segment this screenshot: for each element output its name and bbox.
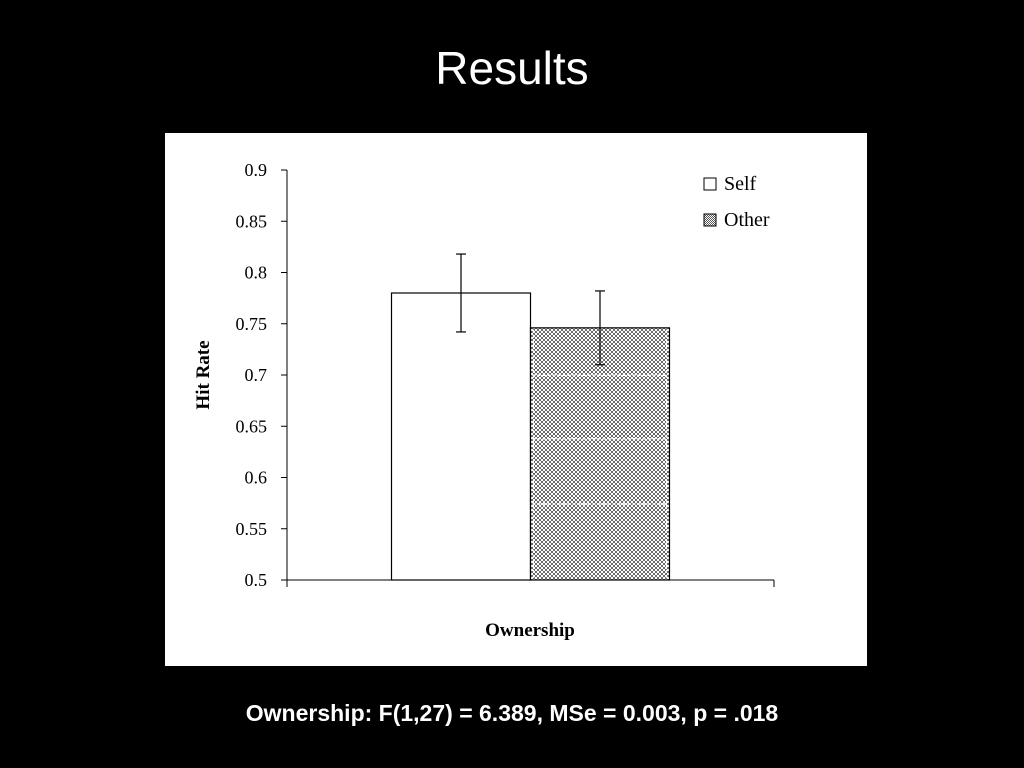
bar-self bbox=[390, 292, 532, 581]
chart-panel: 0.5 0.55 0.6 0.65 0.7 0.75 0.8 0.85 0.9 Self Othe… bbox=[165, 133, 867, 666]
y-tick-label: 0.9 bbox=[245, 160, 268, 180]
y-tick-label: 0.55 bbox=[236, 519, 268, 539]
x-axis-label: Ownership bbox=[485, 620, 575, 641]
bar-other bbox=[529, 327, 671, 581]
legend-swatch-self bbox=[703, 177, 717, 191]
y-tick-label: 0.65 bbox=[236, 416, 268, 436]
bars bbox=[390, 253, 671, 581]
legend-swatch-other bbox=[703, 213, 717, 227]
y-tick-label: 0.6 bbox=[245, 468, 268, 488]
stats-caption: Ownership: F(1,27) = 6.389, MSe = 0.003,… bbox=[245, 700, 779, 726]
y-tick-label: 0.75 bbox=[236, 314, 268, 334]
slide-title: Results bbox=[435, 42, 589, 94]
y-axis-ticks: 0.5 0.55 0.6 0.65 0.7 0.75 0.8 0.85 0.9 bbox=[236, 160, 287, 590]
axes bbox=[281, 170, 775, 587]
legend-label-self: Self bbox=[724, 173, 757, 195]
y-axis-label: Hit Rate bbox=[193, 340, 214, 409]
legend-label-other: Other bbox=[724, 209, 770, 231]
bar-chart: 0.5 0.55 0.6 0.65 0.7 0.75 0.8 0.85 0.9 Self Othe… bbox=[193, 160, 775, 641]
y-tick-label: 0.8 bbox=[245, 263, 268, 283]
y-tick-label: 0.85 bbox=[236, 211, 268, 231]
y-tick-label: 0.7 bbox=[245, 365, 268, 385]
legend: Self Other bbox=[703, 173, 770, 231]
y-tick-label: 0.5 bbox=[245, 570, 268, 590]
